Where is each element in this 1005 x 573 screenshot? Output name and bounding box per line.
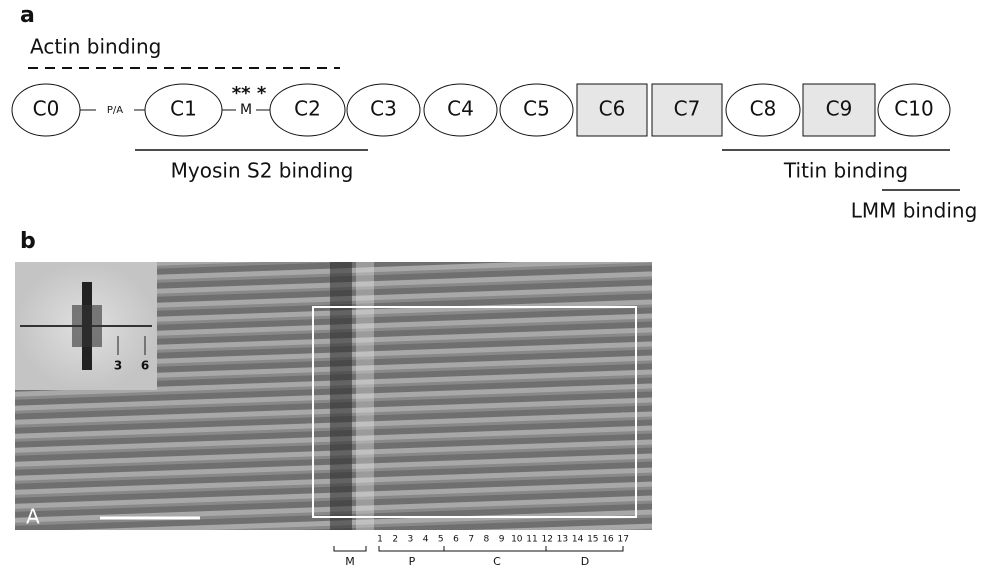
stripe-number: 6 [453,535,459,545]
asterisks: ** * [232,83,267,104]
stripe-number: 3 [408,535,414,545]
linker-label: M [240,102,252,118]
inset-mark: 3 [114,359,122,373]
stripe-number: 15 [587,535,598,545]
domain-label: C7 [674,97,701,121]
stripe-number: 17 [617,535,628,545]
actin-label: Actin binding [30,35,161,59]
stripe-number: 14 [572,535,584,545]
domain-label: C8 [750,97,777,121]
stripe-number: 16 [602,535,614,545]
corner-label: A [26,505,40,529]
domain-label: C10 [894,97,933,121]
inset-mark: 6 [141,359,149,373]
stripe-number: 2 [392,535,398,545]
stripe-number: 7 [468,535,474,545]
domains: C0 C1 C2 C3 C4 C5 C6 C7 C8 C9 C10 [12,84,950,136]
panel-label: a [20,3,35,28]
domain-label: C4 [447,97,474,121]
stripe-number: 9 [499,535,505,545]
domain-label: C3 [370,97,397,121]
stripe-number: 4 [423,535,429,545]
stripe-number: 5 [438,535,444,545]
domain-label: C9 [826,97,853,121]
stripe-number: 10 [511,535,523,545]
myosin-label: Myosin S2 binding [171,159,354,183]
domain-label: C1 [170,97,197,121]
titin-label: Titin binding [783,159,908,183]
figure: a Actin binding C0C1C2C3C4C5C6C7C8C9C10 … [0,0,1005,569]
stripe-number: 11 [526,535,537,545]
linker-label: P/A [107,105,123,116]
stripe-number: 13 [557,535,568,545]
domain-label: C2 [294,97,321,121]
panel-label: b [20,229,36,254]
stripe-number: 8 [484,535,490,545]
domain-label: C0 [33,97,60,121]
stripe-number: 12 [541,535,552,545]
micrograph [15,262,652,530]
domain-label: C5 [523,97,550,121]
lmm-label: LMM binding [851,199,978,223]
stripe-number: 1 [377,535,383,545]
region-label: C [493,555,501,568]
region-label: M [345,555,355,568]
region-label: P [409,555,416,568]
region-label: D [581,555,589,568]
domain-label: C6 [599,97,626,121]
